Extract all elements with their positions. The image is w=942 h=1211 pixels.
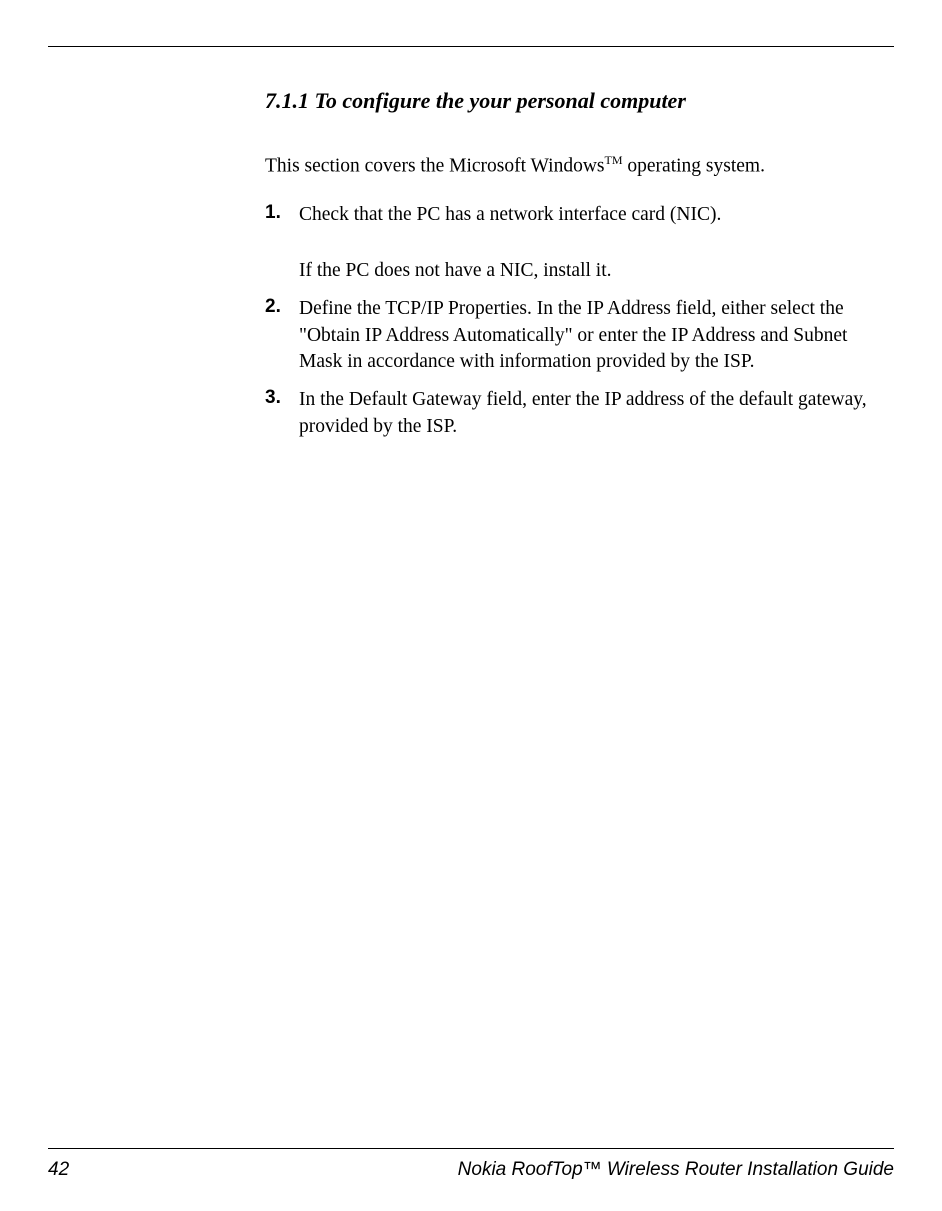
page-footer: 42 Nokia RoofTop™ Wireless Router Instal… [48,1159,894,1181]
step-number: 2. [265,296,299,318]
step-subtext: If the PC does not have a NIC, install i… [299,258,894,284]
trademark-superscript: TM [605,153,623,167]
step-text: Check that the PC has a network interfac… [299,202,894,228]
page-number: 42 [48,1159,69,1181]
section-heading: 7.1.1 To configure the your personal com… [265,88,894,114]
step-number: 1. [265,202,299,224]
step-number: 3. [265,387,299,409]
intro-text-after: operating system. [623,156,765,177]
bottom-horizontal-rule [48,1148,894,1149]
step-body: In the Default Gateway field, enter the … [299,387,894,440]
step-item: 2. Define the TCP/IP Properties. In the … [265,296,894,375]
content-area: 7.1.1 To configure the your personal com… [265,88,894,452]
step-body: Check that the PC has a network interfac… [299,202,894,285]
step-text: Define the TCP/IP Properties. In the IP … [299,296,894,375]
intro-paragraph: This section covers the Microsoft Window… [265,152,894,180]
step-item: 1. Check that the PC has a network inter… [265,202,894,285]
top-horizontal-rule [48,46,894,47]
numbered-steps-list: 1. Check that the PC has a network inter… [265,202,894,440]
step-body: Define the TCP/IP Properties. In the IP … [299,296,894,375]
intro-text-before: This section covers the Microsoft Window… [265,156,605,177]
step-item: 3. In the Default Gateway field, enter t… [265,387,894,440]
guide-title: Nokia RoofTop™ Wireless Router Installat… [458,1159,894,1181]
step-text: In the Default Gateway field, enter the … [299,387,894,440]
document-page: 7.1.1 To configure the your personal com… [0,0,942,1211]
